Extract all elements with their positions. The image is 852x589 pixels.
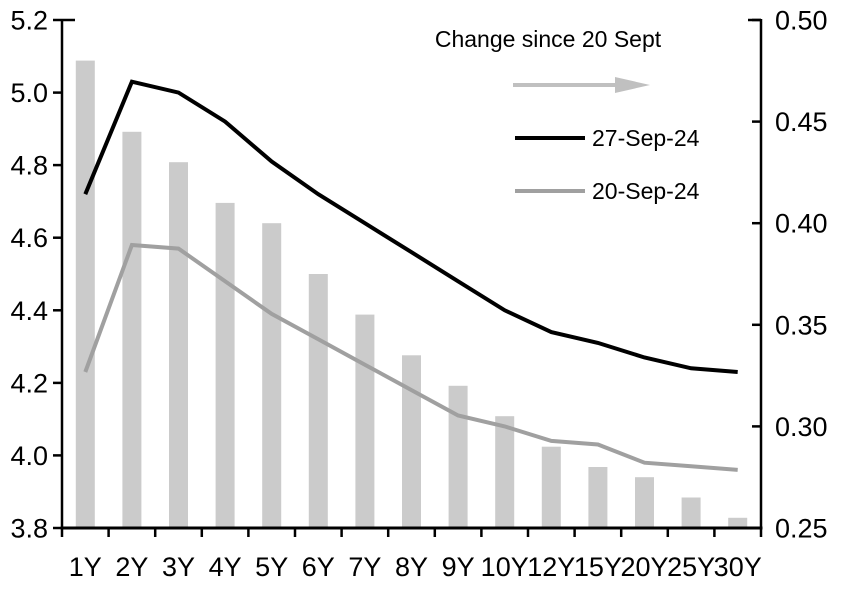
- bar-7Y: [355, 314, 375, 528]
- right-axis-label-0.40: 0.40: [775, 209, 828, 239]
- left-axis-label-4.4: 4.4: [10, 296, 48, 326]
- left-axis-label-4.2: 4.2: [10, 368, 48, 398]
- x-axis-label-4Y: 4Y: [209, 552, 242, 582]
- x-axis-label-8Y: 8Y: [395, 552, 428, 582]
- right-axis-label-0.50: 0.50: [775, 6, 828, 36]
- bar-1Y: [75, 60, 95, 528]
- bar-5Y: [262, 223, 282, 528]
- x-axis-label-3Y: 3Y: [162, 552, 195, 582]
- left-axis-label-3.8: 3.8: [10, 514, 48, 544]
- bars-change-since-20-sept: [75, 60, 748, 529]
- left-axis-label-4.6: 4.6: [10, 223, 48, 253]
- bar-15Y: [588, 467, 608, 528]
- axis-labels: 5.2 5.0 4.8 4.6 4.4 4.2 4.0 3.8 0.50 0.45 0.40 0.35…: [10, 6, 827, 583]
- bar-9Y: [448, 385, 468, 528]
- bar-2Y: [122, 131, 142, 529]
- bar-3Y: [169, 162, 188, 528]
- legend-bar-label: Change since 20 Sept: [434, 26, 662, 52]
- line-20-Sep-24: [83, 242, 738, 472]
- x-axis-label-30Y: 30Y: [714, 552, 762, 582]
- x-axis-label-9Y: 9Y: [442, 552, 475, 582]
- x-axis-label-12Y: 12Y: [527, 552, 575, 582]
- bar-30Y: [728, 517, 748, 528]
- bar-8Y: [402, 355, 421, 528]
- x-axis-label-2Y: 2Y: [115, 552, 148, 582]
- bar-4Y: [215, 202, 235, 528]
- x-axis-label-25Y: 25Y: [667, 552, 715, 582]
- bar-25Y: [681, 497, 701, 528]
- x-axis-label-1Y: 1Y: [69, 552, 102, 582]
- left-axis-label-4.0: 4.0: [10, 441, 48, 471]
- change-arrow-icon: [513, 77, 650, 93]
- x-axis-label-20Y: 20Y: [620, 552, 668, 582]
- right-axis-label-0.45: 0.45: [775, 107, 828, 137]
- left-axis-label-4.8: 4.8: [10, 151, 48, 181]
- bar-20Y: [635, 477, 654, 528]
- x-axis-label-7Y: 7Y: [348, 552, 381, 582]
- bar-12Y: [541, 446, 561, 528]
- line-sample-27-sep-24: [515, 136, 585, 140]
- legend-item-20-sep-24: 20-Sep-24: [515, 178, 699, 204]
- x-axis-label-15Y: 15Y: [574, 552, 622, 582]
- legend-item-27-sep-24: 27-Sep-24: [515, 125, 699, 151]
- right-axis-label-0.25: 0.25: [775, 514, 828, 544]
- line-sample-20-sep-24: [515, 189, 585, 193]
- x-axis-label-5Y: 5Y: [255, 552, 288, 582]
- line-27-Sep-24: [83, 79, 738, 374]
- axes: [53, 18, 763, 537]
- legend-label-20-sep-24: 20-Sep-24: [592, 177, 700, 204]
- bar-6Y: [308, 274, 328, 528]
- legend-label-27-sep-24: 27-Sep-24: [592, 124, 700, 151]
- left-axis-label-5.0: 5.0: [10, 78, 48, 108]
- right-axis-label-0.35: 0.35: [775, 310, 828, 340]
- arrow-head: [615, 77, 650, 93]
- bar-10Y: [495, 416, 515, 528]
- x-axis-label-10Y: 10Y: [481, 552, 529, 582]
- right-axis-label-0.30: 0.30: [775, 412, 828, 442]
- x-axis-label-6Y: 6Y: [302, 552, 335, 582]
- left-axis-label-5.2: 5.2: [10, 6, 48, 36]
